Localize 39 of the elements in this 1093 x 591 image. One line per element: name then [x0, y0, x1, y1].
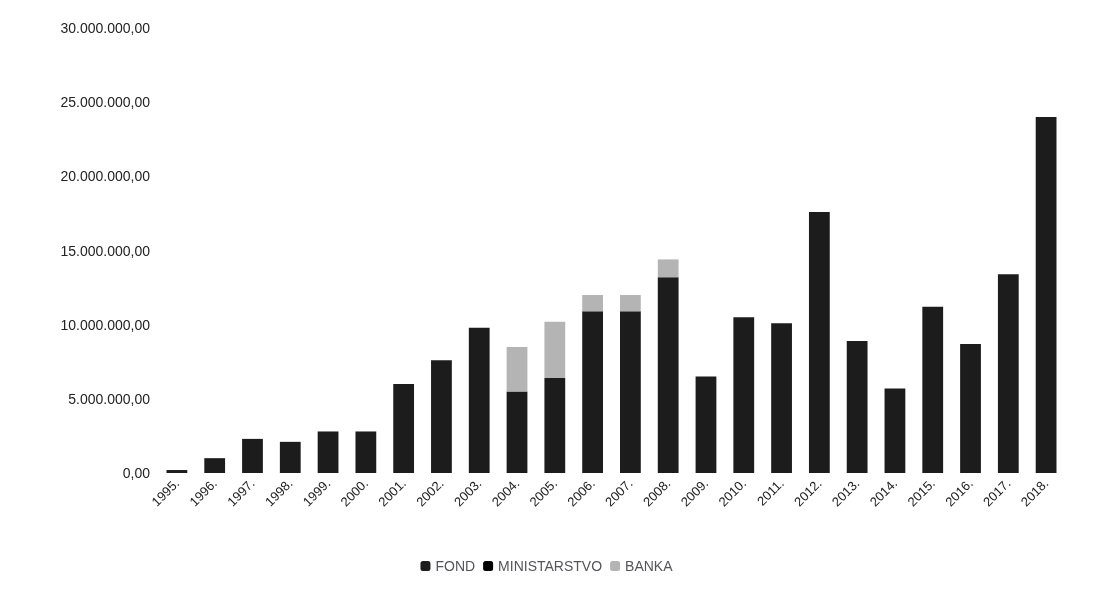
bar: [884, 388, 906, 473]
bar: [657, 259, 679, 278]
bar: [393, 384, 415, 473]
legend-label: FOND: [435, 558, 476, 574]
bar: [317, 431, 339, 473]
bar: [960, 343, 981, 473]
bar: [771, 323, 792, 473]
y-tick-label: 25.000.000,00: [60, 94, 151, 111]
bar: [544, 321, 566, 379]
bar: [506, 346, 528, 392]
y-tick-label: 30.000.000,00: [60, 20, 151, 36]
bar: [166, 470, 188, 473]
y-tick-label: 15.000.000,00: [60, 242, 151, 259]
bar: [582, 295, 603, 312]
bar: [431, 360, 452, 473]
bar: [620, 295, 641, 312]
bar: [922, 306, 944, 473]
bar: [657, 277, 679, 473]
legend-label: MINISTARSTVO: [498, 558, 603, 574]
y-tick-label: 10.000.000,00: [60, 316, 151, 333]
bar: [997, 274, 1019, 473]
bar: [582, 311, 603, 473]
bar: [468, 327, 490, 473]
legend-label: BANKA: [625, 558, 674, 574]
y-tick-label: 0,00: [122, 465, 151, 481]
bar: [506, 391, 528, 473]
bar: [544, 378, 566, 473]
bar: [808, 211, 830, 473]
bar: [355, 431, 377, 473]
bar: [242, 438, 263, 473]
bar: [620, 311, 641, 473]
bar: [204, 458, 226, 473]
bar: [695, 376, 717, 473]
bar: [733, 317, 755, 473]
bar: [1035, 117, 1057, 473]
bar: [279, 441, 301, 473]
y-tick-label: 5.000.000,00: [68, 390, 151, 407]
y-tick-label: 20.000.000,00: [60, 168, 151, 185]
bar: [846, 340, 868, 473]
